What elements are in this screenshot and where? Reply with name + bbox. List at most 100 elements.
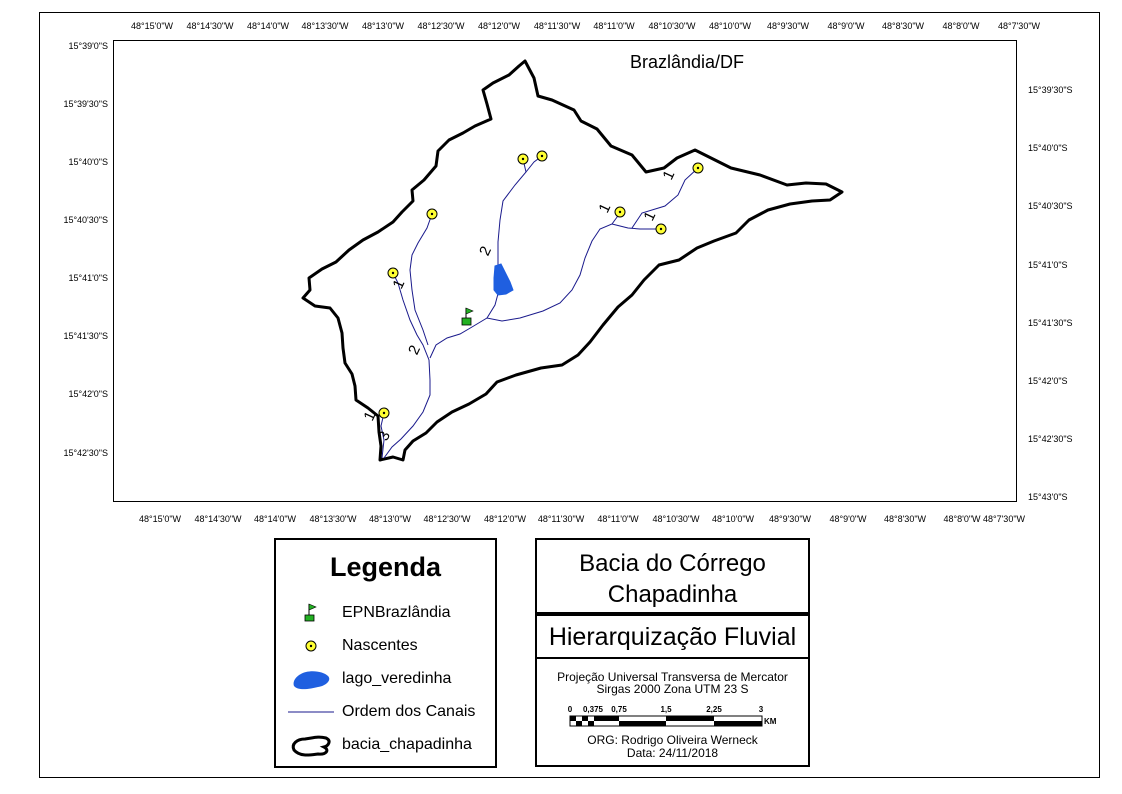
legend-item-label: lago_veredinha bbox=[342, 670, 452, 687]
map-title-line2: Chapadinha bbox=[607, 581, 738, 608]
lon-tick-label: 48°12'30"W bbox=[417, 21, 465, 31]
stream-order-label: 1 bbox=[389, 277, 408, 292]
lat-tick-label: 15°42'30"S bbox=[1028, 434, 1073, 444]
lon-tick-label: 48°14'30"W bbox=[194, 514, 242, 524]
lat-tick-label: 15°42'30"S bbox=[63, 448, 108, 458]
legend-item-springs: Nascentes bbox=[288, 633, 488, 659]
lon-tick-label: 48°10'30"W bbox=[648, 21, 696, 31]
lon-tick-label: 48°9'0"W bbox=[827, 21, 865, 31]
legend-item-channels: Ordem dos Canais bbox=[288, 699, 488, 725]
info-box: Projeção Universal Transversa de Mercato… bbox=[535, 657, 810, 767]
lat-tick-label: 15°40'0"S bbox=[68, 157, 108, 167]
lon-tick-label: 48°7'30"W bbox=[997, 21, 1041, 31]
lon-tick-label: 48°10'30"W bbox=[652, 514, 700, 524]
scale-label: 2,25 bbox=[706, 705, 722, 714]
lon-tick-label: 48°8'0"W bbox=[942, 21, 980, 31]
spring-points bbox=[378, 150, 704, 419]
title-box: Bacia do Córrego Chapadinha bbox=[535, 538, 810, 614]
lat-tick-label: 15°40'0"S bbox=[1028, 143, 1068, 153]
spring-point-icon[interactable] bbox=[378, 407, 390, 419]
lon-tick-label: 48°8'30"W bbox=[881, 21, 925, 31]
basin-boundary bbox=[301, 59, 844, 462]
lat-tick-label: 15°39'30"S bbox=[63, 99, 108, 109]
stream-channel bbox=[429, 212, 621, 359]
map-title-line1: Bacia do Córrego bbox=[579, 550, 766, 577]
lon-tick-label: 48°12'0"W bbox=[477, 21, 521, 31]
legend-panel: Legenda EPNBrazlândia Nascentes lago_ver… bbox=[274, 538, 497, 768]
lon-tick-label: 48°8'30"W bbox=[883, 514, 927, 524]
lon-tick-label: 48°11'0"W bbox=[597, 514, 639, 524]
lon-tick-label: 48°9'30"W bbox=[766, 21, 810, 31]
lon-tick-label: 48°15'0"W bbox=[138, 514, 182, 524]
subtitle-box: Hierarquização Fluvial bbox=[535, 614, 810, 659]
spring-point-icon[interactable] bbox=[655, 223, 667, 235]
stream-channels bbox=[380, 155, 699, 459]
lon-tick-label: 48°10'0"W bbox=[708, 21, 752, 31]
spring-point-icon[interactable] bbox=[387, 267, 399, 279]
lon-tick-label: 48°13'30"W bbox=[309, 514, 357, 524]
lon-tick-label: 48°12'30"W bbox=[423, 514, 471, 524]
stream-channel bbox=[486, 158, 527, 319]
legend-item-label: EPNBrazlândia bbox=[342, 604, 451, 621]
stream-channel bbox=[383, 272, 431, 459]
lat-tick-label: 15°41'30"S bbox=[63, 331, 108, 341]
station-flag-icon bbox=[304, 603, 317, 622]
lon-tick-label: 48°7'30"W bbox=[982, 514, 1026, 524]
scale-label: 0,75 bbox=[611, 705, 627, 714]
lat-tick-label: 15°42'0"S bbox=[68, 389, 108, 399]
lon-tick-label: 48°9'30"W bbox=[768, 514, 812, 524]
lon-tick-label: 48°12'0"W bbox=[483, 514, 527, 524]
stream-order-label: 1 bbox=[595, 201, 614, 216]
lon-tick-label: 48°13'30"W bbox=[301, 21, 349, 31]
lat-tick-label: 15°39'30"S bbox=[1028, 85, 1073, 95]
projection-line2: Sirgas 2000 Zona UTM 23 S bbox=[596, 682, 749, 696]
stream-order-label: 2 bbox=[405, 343, 424, 358]
lon-tick-label: 48°10'0"W bbox=[711, 514, 755, 524]
legend-item-label: Ordem dos Canais bbox=[342, 703, 476, 720]
spring-point-icon[interactable] bbox=[426, 208, 438, 220]
legend-item-basin: bacia_chapadinha bbox=[288, 732, 488, 758]
scale-bar-graphic bbox=[569, 715, 763, 727]
page-border bbox=[39, 12, 1100, 778]
basin-outline-icon bbox=[291, 735, 331, 757]
stream-order-label: 2 bbox=[476, 244, 495, 259]
stream-channel bbox=[380, 412, 385, 459]
stream-order-label: 3 bbox=[375, 429, 394, 444]
spring-point-icon[interactable] bbox=[517, 153, 529, 165]
stream-order-label: 1 bbox=[659, 168, 678, 183]
legend-item-station: EPNBrazlândia bbox=[288, 600, 488, 626]
spring-point-icon[interactable] bbox=[536, 150, 548, 162]
scale-unit: KM bbox=[764, 717, 777, 726]
lat-tick-label: 15°41'0"S bbox=[1028, 260, 1068, 270]
map-subtitle: Hierarquização Fluvial bbox=[548, 623, 797, 651]
spring-point-icon[interactable] bbox=[614, 206, 626, 218]
lon-tick-label: 48°9'0"W bbox=[829, 514, 867, 524]
lon-tick-label: 48°13'0"W bbox=[361, 21, 405, 31]
date-line: Data: 24/11/2018 bbox=[626, 746, 719, 760]
legend-title: Legenda bbox=[329, 552, 442, 582]
lon-tick-label: 48°11'30"W bbox=[533, 21, 581, 31]
lon-tick-label: 48°11'30"W bbox=[537, 514, 585, 524]
legend-item-label: bacia_chapadinha bbox=[342, 736, 472, 753]
lon-tick-label: 48°11'0"W bbox=[593, 21, 635, 31]
lon-tick-label: 48°14'30"W bbox=[186, 21, 234, 31]
author-line: ORG: Rodrigo Oliveira Werneck bbox=[587, 733, 758, 747]
scale-bar: 0 0,375 0,75 1,5 2,25 3 KM bbox=[568, 705, 778, 729]
lon-tick-label: 48°14'0"W bbox=[246, 21, 290, 31]
map-place-label: Brazlândia/DF bbox=[630, 52, 744, 72]
lake-polygon-icon bbox=[293, 671, 330, 690]
lon-tick-label: 48°8'0"W bbox=[943, 514, 981, 524]
map-frame[interactable] bbox=[113, 40, 1017, 502]
lon-tick-label: 48°14'0"W bbox=[253, 514, 297, 524]
lat-tick-label: 15°40'30"S bbox=[1028, 201, 1073, 211]
lat-tick-label: 15°40'30"S bbox=[63, 215, 108, 225]
station-flag-icon[interactable] bbox=[461, 307, 474, 326]
legend-item-label: Nascentes bbox=[342, 637, 418, 654]
scale-label: 3 bbox=[758, 705, 764, 714]
spring-point-icon[interactable] bbox=[692, 162, 704, 174]
lake-veredinha bbox=[493, 263, 514, 296]
legend-item-lake: lago_veredinha bbox=[288, 666, 488, 692]
lat-tick-label: 15°41'0"S bbox=[68, 273, 108, 283]
stream-channel bbox=[631, 167, 699, 229]
stream-channel bbox=[409, 213, 433, 346]
